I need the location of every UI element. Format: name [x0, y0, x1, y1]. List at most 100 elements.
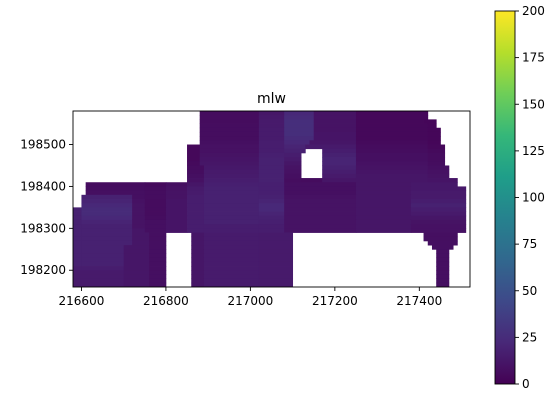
heatmap-cell [284, 219, 357, 225]
heatmap-cell [81, 249, 125, 254]
heatmap-cell [355, 173, 429, 179]
heatmap-cell [410, 207, 467, 212]
heatmap-cell [165, 228, 188, 233]
heatmap-cell [144, 215, 167, 221]
heatmap-cell [322, 165, 357, 171]
heatmap-cell [73, 278, 125, 284]
heatmap-cell [73, 257, 82, 263]
heatmap-cell [81, 253, 125, 259]
heatmap-cell [144, 190, 167, 196]
y-tick-label: 198500 [20, 138, 66, 152]
heatmap-cell [203, 199, 260, 204]
heatmap-cell [191, 236, 205, 242]
x-axis: 216600 216800 217000 217200 217400 [59, 287, 442, 308]
heatmap-cell [144, 207, 167, 212]
heatmap-cell [258, 182, 285, 187]
heatmap-cell [436, 270, 450, 275]
heatmap-cell [149, 282, 167, 287]
heatmap-cell [322, 173, 357, 179]
heatmap-cell [258, 270, 294, 275]
x-tick-label: 217400 [396, 294, 442, 308]
heatmap-cell [203, 282, 260, 287]
heatmap-cell [187, 224, 205, 229]
heatmap-cell [427, 152, 446, 158]
heatmap-cell [355, 190, 412, 196]
heatmap-cell [165, 190, 188, 196]
heatmap-cell [132, 203, 146, 208]
heatmap-cell [258, 199, 285, 204]
heatmap-cell [427, 240, 458, 246]
heatmap-cell [199, 148, 260, 154]
heatmap-cell [313, 136, 357, 141]
heatmap-cell [284, 148, 306, 154]
heatmap-cell [144, 203, 167, 208]
heatmap-cell [284, 186, 357, 192]
heatmap-cell [81, 232, 133, 238]
heatmap-cell [410, 215, 467, 221]
heatmap-cell [73, 253, 82, 259]
chart-title: mlw [257, 91, 286, 107]
heatmap-cell [149, 261, 167, 267]
heatmap-cell [123, 266, 150, 271]
heatmap-cell [132, 199, 146, 204]
heatmap-cell [258, 282, 294, 287]
heatmap-cell [203, 249, 260, 254]
heatmap-cell [423, 119, 437, 124]
heatmap-cell [187, 157, 201, 162]
heatmap-cell [203, 224, 260, 229]
heatmap-cell [187, 152, 201, 158]
heatmap-cell [431, 245, 454, 250]
heatmap-cell [81, 219, 133, 225]
heatmap-cell [355, 115, 429, 120]
heatmap-cell [355, 178, 429, 183]
heatmap-cell [427, 178, 458, 183]
heatmap-cell [258, 261, 294, 267]
colorbar-tick-label: 25 [522, 330, 537, 344]
colorbar-tick-label: 75 [522, 237, 537, 251]
heatmap-cell [187, 178, 205, 183]
heatmap-cell [355, 186, 412, 192]
heatmap-cell [258, 211, 285, 217]
heatmap-cell [191, 257, 205, 263]
heatmap-cell [355, 203, 412, 208]
heatmap-cell [258, 157, 285, 162]
heatmap-cell [258, 224, 285, 229]
heatmap-cell [165, 186, 188, 192]
heatmap-cell [355, 219, 412, 225]
heatmap-cell [313, 115, 357, 120]
heatmap-cell [149, 270, 167, 275]
heatmap-cell [165, 215, 188, 221]
heatmap-cell [313, 127, 357, 133]
heatmap-cell [187, 199, 205, 204]
heatmap-cell [203, 186, 260, 192]
heatmap-cell [73, 224, 82, 229]
heatmap-cell [73, 274, 125, 280]
heatmap-cell [284, 111, 315, 116]
heatmap-cell [355, 182, 412, 187]
heatmap-cell [284, 165, 302, 171]
heatmap-cell [427, 123, 437, 129]
heatmap-cell [355, 152, 429, 158]
heatmap-cell [427, 140, 441, 145]
heatmap-cell [355, 215, 412, 221]
heatmap-cell [132, 207, 146, 212]
heatmap-cell [191, 249, 205, 254]
heatmap-cell [85, 182, 146, 187]
heatmap-cell [81, 224, 133, 229]
heatmap-cell [203, 236, 260, 242]
heatmap-cell [355, 119, 424, 124]
heatmap-cell [203, 257, 260, 263]
heatmap-cell [258, 161, 285, 166]
heatmap-cell [203, 182, 260, 187]
heatmap-cell [81, 203, 133, 208]
heatmap-cell [81, 257, 125, 263]
heatmap-cell [191, 240, 205, 246]
heatmap-cell [81, 215, 133, 221]
heatmap-cell [191, 232, 205, 238]
heatmap-cell [199, 111, 260, 116]
heatmap-cell [191, 278, 205, 284]
heatmap-cell [355, 148, 429, 154]
heatmap-cell [355, 131, 429, 137]
heatmap-cell [258, 245, 294, 250]
